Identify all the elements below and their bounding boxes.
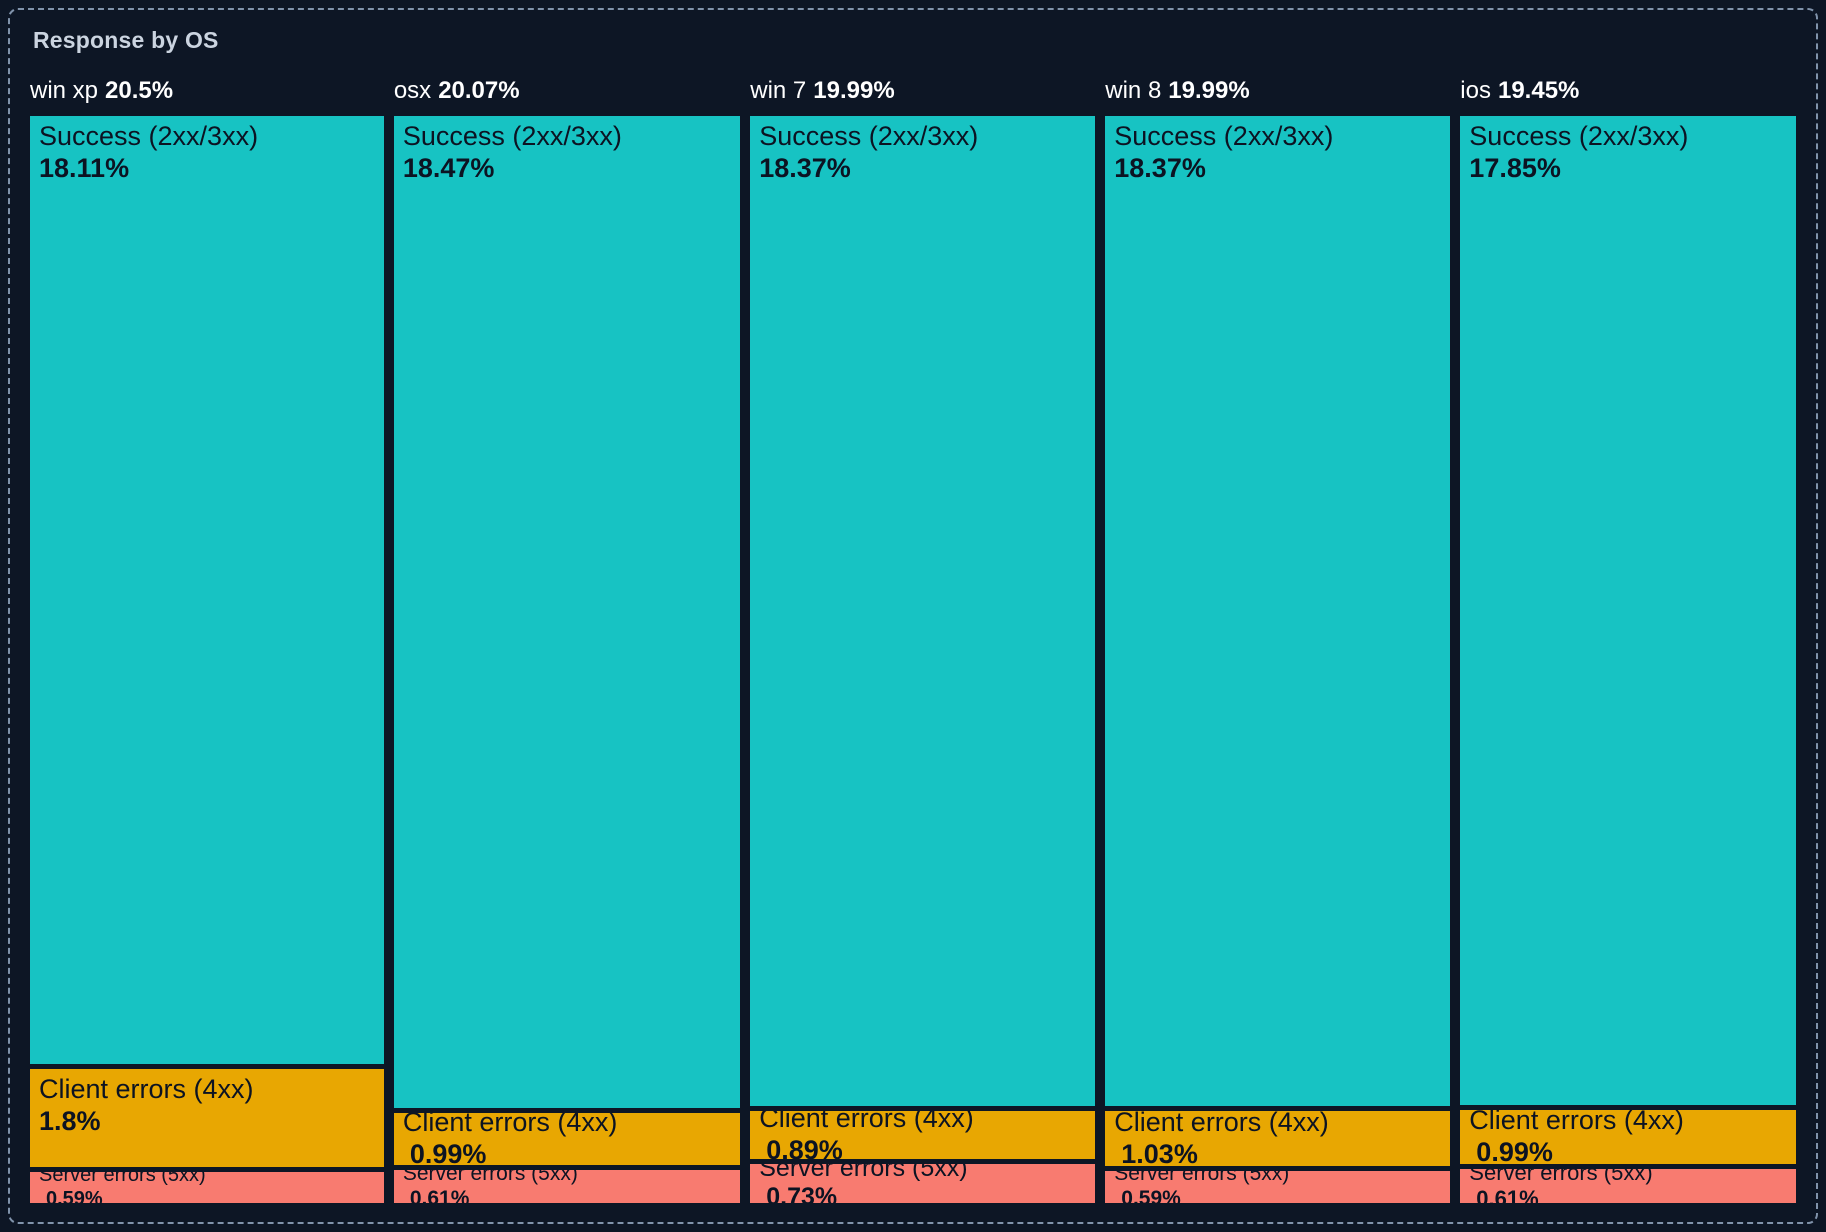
- treemap-segment-client-errors[interactable]: Client errors (4xx) 0.99%: [393, 1112, 741, 1166]
- segment-label: Client errors (4xx): [759, 1111, 974, 1134]
- segment-label: Client errors (4xx): [1469, 1109, 1684, 1136]
- segment-value: 0.59%: [46, 1187, 103, 1203]
- segment-label: Success (2xx/3xx): [1114, 121, 1334, 152]
- column-header: win xp 20.5%: [30, 78, 384, 108]
- segment-label: Server errors (5xx): [759, 1163, 968, 1182]
- treemap-segment-server-errors[interactable]: Server errors (5xx) 0.59%: [30, 1172, 384, 1203]
- column-segments: Success (2xx/3xx) 18.11% Client errors (4x…: [30, 116, 384, 1203]
- os-name: osx: [393, 78, 432, 105]
- segment-value: 1.8%: [39, 1105, 101, 1136]
- column-header: osx 20.07%: [394, 78, 740, 108]
- segment-value: 0.59%: [1121, 1187, 1181, 1203]
- column-segments: Success (2xx/3xx) 18.37% Client errors (4x…: [750, 116, 1096, 1204]
- os-name: win 7: [750, 78, 807, 105]
- segment-label: Success (2xx/3xx): [39, 121, 259, 152]
- os-total-value: 19.99%: [813, 78, 895, 105]
- treemap-column-win-8[interactable]: win 8 19.99% Success (2xx/3xx) 18.37% Client…: [1105, 78, 1451, 1203]
- treemap-segment-success[interactable]: Success (2xx/3xx) 18.47%: [393, 116, 741, 1108]
- segment-label: Success (2xx/3xx): [759, 121, 979, 152]
- segment-value: 18.47%: [402, 153, 495, 184]
- os-total-value: 19.99%: [1168, 78, 1250, 105]
- os-name: ios: [1460, 78, 1491, 105]
- segment-value: 0.89%: [766, 1135, 843, 1159]
- treemap-segment-success[interactable]: Success (2xx/3xx) 18.37%: [750, 116, 1096, 1107]
- os-total-value: 20.5%: [105, 78, 174, 105]
- column-segments: Success (2xx/3xx) 18.37% Client errors (4x…: [1105, 116, 1451, 1203]
- chart-title: Response by OS: [33, 27, 219, 53]
- column-header: win 8 19.99%: [1105, 78, 1450, 108]
- segment-label: Server errors (5xx): [1114, 1171, 1290, 1186]
- os-name: win 8: [1105, 78, 1162, 105]
- segment-label: Server errors (5xx): [402, 1170, 578, 1185]
- treemap-segment-server-errors[interactable]: Server errors (5xx) 0.61%: [1460, 1169, 1796, 1203]
- treemap-column-osx[interactable]: osx 20.07% Success (2xx/3xx) 18.47% Client e…: [393, 78, 741, 1203]
- treemap-segment-success[interactable]: Success (2xx/3xx) 17.85%: [1460, 116, 1796, 1105]
- segment-label: Server errors (5xx): [1469, 1169, 1653, 1186]
- segment-value: 18.37%: [1114, 153, 1206, 184]
- column-header: ios 19.45%: [1460, 78, 1796, 108]
- treemap-column-ios[interactable]: ios 19.45% Success (2xx/3xx) 17.85% Client e…: [1460, 78, 1796, 1203]
- treemap-segment-server-errors[interactable]: Server errors (5xx) 0.61%: [393, 1170, 741, 1203]
- segment-label: Success (2xx/3xx): [1469, 121, 1689, 152]
- segment-label: Server errors (5xx): [39, 1172, 206, 1187]
- segment-value: 1.03%: [1121, 1138, 1198, 1167]
- os-total-value: 19.45%: [1497, 78, 1580, 105]
- treemap-segment-client-errors[interactable]: Client errors (4xx) 0.89%: [750, 1111, 1096, 1159]
- segment-value: 0.99%: [409, 1139, 487, 1166]
- segment-value: 0.61%: [409, 1186, 470, 1203]
- segment-label: Client errors (4xx): [1114, 1111, 1329, 1137]
- widget-frame: Response by OS win xp 20.5% Success (2xx/3…: [8, 8, 1818, 1224]
- treemap-column-win-xp[interactable]: win xp 20.5% Success (2xx/3xx) 18.11% Client…: [30, 78, 384, 1203]
- segment-value: 0.73%: [766, 1183, 838, 1204]
- treemap-segment-client-errors[interactable]: Client errors (4xx) 0.99%: [1460, 1109, 1796, 1165]
- treemap-column-win-7[interactable]: win 7 19.99% Success (2xx/3xx) 18.37% Client…: [750, 78, 1096, 1204]
- treemap-segment-server-errors[interactable]: Server errors (5xx) 0.59%: [1105, 1171, 1451, 1203]
- treemap-segment-client-errors[interactable]: Client errors (4xx) 1.03%: [1105, 1111, 1451, 1167]
- segment-value: 0.99%: [1476, 1137, 1553, 1165]
- treemap-segment-success[interactable]: Success (2xx/3xx) 18.37%: [1105, 116, 1451, 1107]
- column-header: win 7 19.99%: [750, 78, 1095, 108]
- os-name: win xp: [30, 78, 99, 105]
- segment-value: 18.11%: [39, 153, 130, 184]
- treemap: win xp 20.5% Success (2xx/3xx) 18.11% Client…: [30, 78, 1796, 1204]
- treemap-segment-client-errors[interactable]: Client errors (4xx) 1.8%: [30, 1068, 384, 1168]
- segment-label: Client errors (4xx): [402, 1112, 618, 1138]
- segment-label: Success (2xx/3xx): [402, 121, 622, 152]
- segment-value: 18.37%: [759, 153, 851, 184]
- column-segments: Success (2xx/3xx) 17.85% Client errors (4x…: [1460, 116, 1796, 1203]
- treemap-segment-success[interactable]: Success (2xx/3xx) 18.11%: [30, 116, 384, 1064]
- segment-value: 17.85%: [1469, 153, 1561, 184]
- treemap-segment-server-errors[interactable]: Server errors (5xx) 0.73%: [750, 1163, 1096, 1204]
- os-total-value: 20.07%: [438, 78, 520, 105]
- segment-label: Client errors (4xx): [39, 1073, 254, 1104]
- column-segments: Success (2xx/3xx) 18.47% Client errors (4x…: [393, 116, 741, 1203]
- segment-value: 0.61%: [1476, 1186, 1539, 1203]
